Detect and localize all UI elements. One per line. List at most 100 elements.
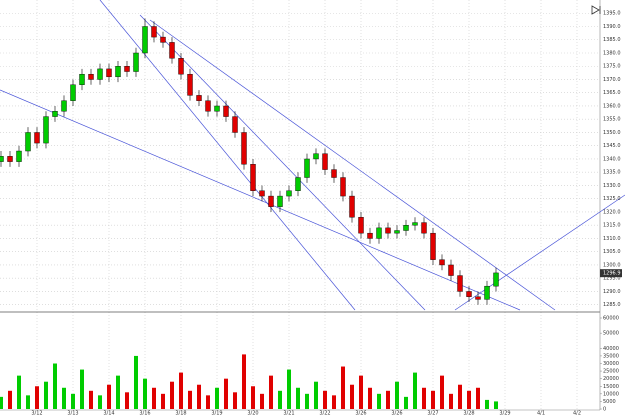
candle-body	[196, 95, 202, 101]
volume-bar	[233, 392, 237, 409]
y2-tick-label: 50000	[603, 331, 619, 337]
volume-bar	[260, 393, 264, 409]
volume-bar	[323, 390, 327, 409]
y-tick-label: 1310.0	[603, 236, 621, 242]
volume-bar	[107, 384, 111, 409]
volume-bar	[251, 386, 255, 409]
volume-bar	[269, 375, 273, 409]
x-tick-label: 3/26	[355, 411, 366, 415]
y-tick-label: 1355.0	[603, 117, 621, 123]
volume-bar	[0, 396, 3, 409]
x-tick-label: 3/21	[283, 411, 294, 415]
candle-body	[385, 227, 391, 234]
y-tick-label: 1285.0	[603, 302, 621, 308]
volume-bar	[305, 393, 309, 409]
candle-body	[7, 156, 13, 162]
volume-bar	[296, 387, 300, 409]
volume-bar	[134, 355, 138, 409]
y-tick-label: 1315.0	[603, 223, 621, 229]
candle-body	[187, 73, 193, 96]
y-tick-label: 1365.0	[603, 90, 621, 96]
candle-body	[124, 66, 130, 72]
x-tick-label: 4/2	[573, 411, 581, 415]
volume-bar	[485, 399, 489, 409]
volume-bar	[71, 393, 75, 409]
y2-tick-label: 5000	[603, 399, 616, 405]
candle-body	[313, 153, 319, 160]
candle-body	[295, 177, 301, 191]
candle-body	[169, 42, 175, 59]
volume-bar	[116, 375, 120, 409]
volume-bar	[62, 387, 66, 409]
x-tick-label: 3/16	[139, 411, 150, 415]
candle-body	[367, 232, 373, 239]
candle-body	[232, 116, 238, 133]
volume-bar	[494, 401, 498, 409]
volume-bar	[458, 384, 462, 409]
candle-body	[115, 66, 121, 78]
y2-tick-label: 10000	[603, 391, 619, 397]
candle-body	[88, 73, 94, 80]
x-tick-label: 3/27	[427, 411, 438, 415]
volume-bar	[80, 369, 84, 409]
volume-bar	[332, 395, 336, 409]
y2-tick-label: 30000	[603, 361, 619, 367]
volume-bar	[161, 393, 165, 409]
y-tick-label: 1390.0	[603, 24, 621, 30]
candle-body	[34, 132, 40, 144]
x-tick-label: 3/20	[247, 411, 258, 415]
volume-bar	[359, 375, 363, 409]
candle-body	[43, 116, 49, 144]
candle-body	[277, 195, 283, 207]
y-tick-label: 1375.0	[603, 64, 621, 70]
candle-body	[358, 217, 364, 234]
y-tick-label: 1345.0	[603, 143, 621, 149]
trend-line	[454, 194, 625, 311]
toolbar-icon[interactable]	[591, 5, 601, 15]
volume-bar	[449, 393, 453, 409]
x-tick-label: 4/1	[537, 411, 545, 415]
candle-body	[448, 264, 454, 276]
icon[interactable]	[591, 5, 601, 15]
volume-bar	[143, 378, 147, 409]
candle-body	[286, 190, 292, 197]
volume-bar	[368, 387, 372, 409]
candle-body	[250, 164, 256, 191]
candle-body	[79, 73, 85, 85]
y-tick-label: 1350.0	[603, 130, 621, 136]
candle-body	[151, 26, 157, 38]
x-tick-label: 3/22	[319, 411, 330, 415]
volume-bar	[404, 396, 408, 409]
volume-bar	[476, 387, 480, 409]
volume-bar	[206, 395, 210, 409]
y2-tick-label: 35000	[603, 353, 619, 359]
volume-bar	[179, 372, 183, 409]
candle-body	[205, 100, 211, 112]
current-price-label: 1296.9	[603, 271, 621, 277]
candle-body	[214, 105, 220, 112]
x-tick-label: 3/13	[67, 411, 78, 415]
candle-body	[304, 158, 310, 178]
candle-body	[25, 132, 31, 152]
volume-bar	[350, 384, 354, 409]
candle-body	[340, 177, 346, 197]
x-tick-label: 3/12	[31, 411, 42, 415]
y-tick-label: 1330.0	[603, 183, 621, 189]
volume-bar	[44, 381, 48, 409]
candle-body	[493, 272, 499, 287]
volume-bar	[413, 372, 417, 409]
y-tick-label: 1325.0	[603, 196, 621, 202]
x-tick-label: 3/29	[499, 411, 510, 415]
y-tick-label: 1320.0	[603, 209, 621, 215]
trend-line	[139, 14, 426, 311]
candle-body	[259, 190, 265, 197]
volume-bar	[188, 390, 192, 409]
x-tick-label: 3/19	[211, 411, 222, 415]
candle-body	[439, 259, 445, 266]
volume-bar	[35, 386, 39, 409]
volume-bar	[224, 378, 228, 409]
volume-bar	[422, 387, 426, 409]
volume-bar	[395, 381, 399, 409]
x-tick-label: 3/28	[463, 411, 474, 415]
